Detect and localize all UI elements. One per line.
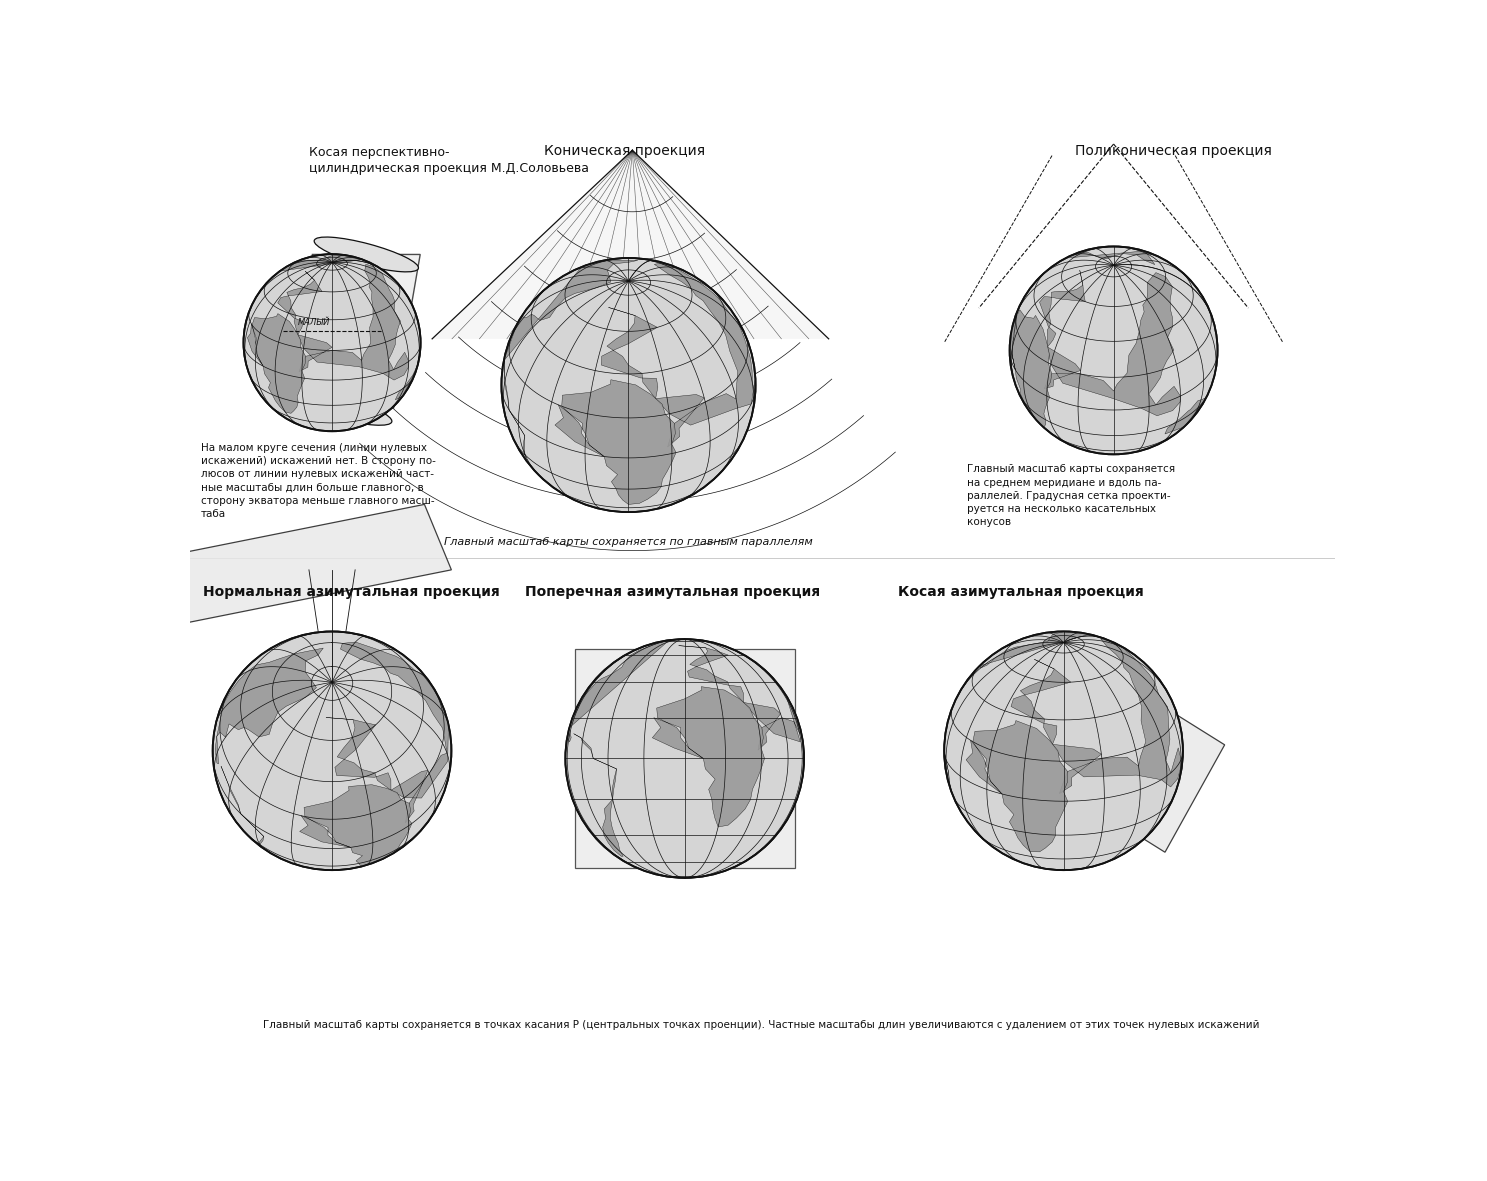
Circle shape [565, 639, 804, 877]
Polygon shape [1069, 685, 1225, 853]
Polygon shape [568, 640, 669, 742]
Polygon shape [396, 368, 416, 400]
Ellipse shape [314, 237, 418, 272]
Polygon shape [286, 254, 421, 407]
Polygon shape [1039, 270, 1181, 416]
Circle shape [1010, 247, 1218, 455]
Polygon shape [216, 648, 323, 764]
Circle shape [244, 254, 421, 431]
Polygon shape [944, 739, 953, 796]
Polygon shape [1164, 398, 1206, 433]
Polygon shape [433, 150, 828, 339]
Polygon shape [247, 314, 306, 413]
Polygon shape [555, 380, 677, 504]
Polygon shape [967, 720, 1068, 852]
Polygon shape [1011, 309, 1051, 428]
Polygon shape [1066, 252, 1155, 265]
Text: Главный масштаб карты сохраняется по главным параллелям: Главный масштаб карты сохраняется по гла… [445, 536, 813, 547]
Polygon shape [222, 766, 263, 844]
Text: Главный масштаб карты сохраняется
на среднем меридиане и вдоль па-
раллелей. Гра: Главный масштаб карты сохраняется на сре… [967, 464, 1175, 527]
Text: Косая перспективно-
цилиндрическая проекция М.Д.Соловьева: Косая перспективно- цилиндрическая проек… [309, 146, 589, 175]
Polygon shape [278, 265, 409, 380]
Circle shape [213, 632, 452, 870]
Text: Нормальная азимутальная проекция: Нормальная азимутальная проекция [204, 586, 500, 599]
Circle shape [944, 632, 1182, 870]
Polygon shape [653, 686, 764, 827]
Text: МАЛЫЙ: МАЛЫЙ [299, 318, 330, 326]
Ellipse shape [287, 391, 393, 425]
Text: Поперечная азимутальная проекция: Поперечная азимутальная проекция [525, 586, 819, 599]
Polygon shape [504, 260, 638, 360]
Text: Косая азимутальная проекция: Косая азимутальная проекция [898, 586, 1144, 599]
Polygon shape [281, 255, 361, 272]
Polygon shape [980, 632, 1088, 668]
Text: Главный масштаб карты сохраняется в точках касания P (центральных точках проенци: Главный масштаб карты сохраняется в точк… [263, 1019, 1259, 1030]
Circle shape [501, 257, 755, 513]
Polygon shape [300, 784, 412, 866]
Polygon shape [326, 642, 449, 823]
Polygon shape [601, 263, 755, 446]
Polygon shape [155, 504, 452, 624]
Text: Коническая проекция: Коническая проекция [544, 144, 705, 158]
Polygon shape [678, 646, 800, 750]
Text: На малом круге сечения (линии нулевых
искажений) искажений нет. В сторону по-
лю: На малом круге сечения (линии нулевых ис… [201, 443, 436, 518]
Polygon shape [504, 361, 528, 463]
Polygon shape [1011, 639, 1181, 794]
Polygon shape [574, 733, 623, 856]
Text: Поликоническая проекция: Поликоническая проекция [1075, 144, 1271, 158]
Bar [575, 648, 794, 868]
